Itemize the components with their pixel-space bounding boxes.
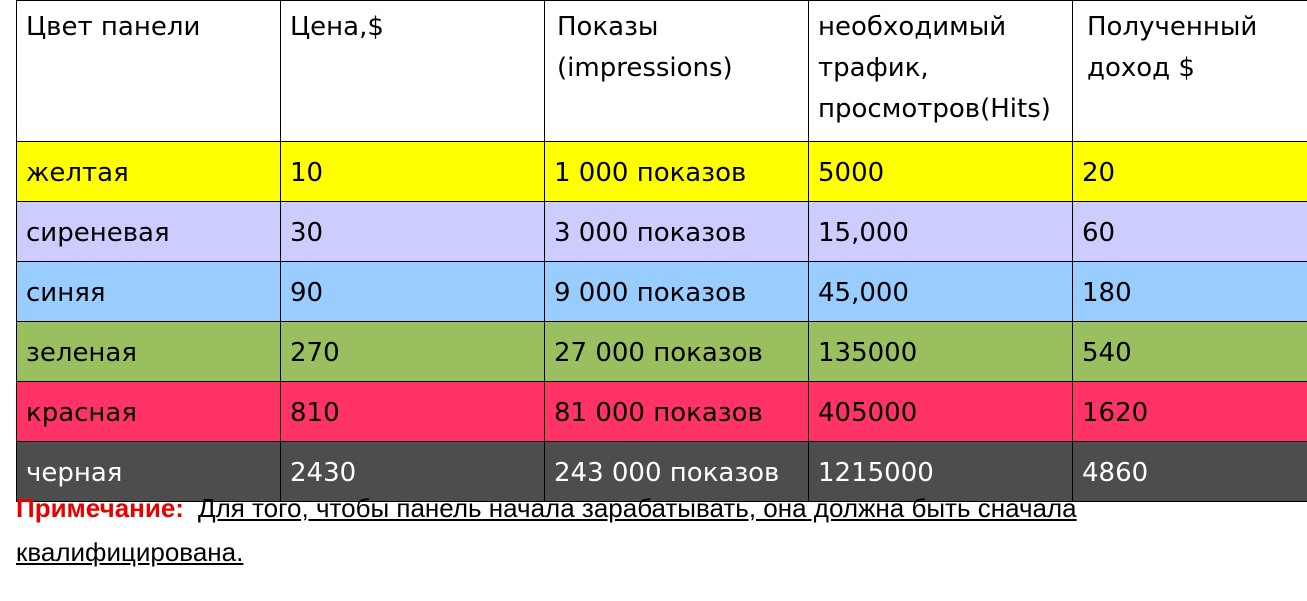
header-impressions: Показы (impressions): [544, 0, 809, 142]
header-required-traffic: необходимый трафик, просмотров(Hits): [808, 0, 1073, 142]
cell-income: 20: [1072, 141, 1307, 202]
cell-price: 10: [280, 141, 545, 202]
cell-panel-color: черная: [16, 441, 281, 502]
cell-price: 2430: [280, 441, 545, 502]
cell-income: 60: [1072, 201, 1307, 262]
table-row: красная 810 81 000 показов 405000 1620: [16, 381, 1307, 442]
cell-required-traffic: 15,000: [808, 201, 1073, 262]
cell-impressions: 1 000 показов: [544, 141, 809, 202]
header-panel-color: Цвет панели: [16, 0, 281, 142]
cell-panel-color: сиреневая: [16, 201, 281, 262]
note: Примечание: Для того, чтобы панель начала…: [16, 486, 1286, 574]
cell-income: 1620: [1072, 381, 1307, 442]
cell-panel-color: синяя: [16, 261, 281, 322]
cell-required-traffic: 5000: [808, 141, 1073, 202]
cell-panel-color: зеленая: [16, 321, 281, 382]
cell-required-traffic: 1215000: [808, 441, 1073, 502]
table-row: черная 2430 243 000 показов 1215000 4860: [16, 441, 1307, 502]
cell-price: 90: [280, 261, 545, 322]
table-row: желтая 10 1 000 показов 5000 20: [16, 141, 1307, 202]
cell-impressions: 27 000 показов: [544, 321, 809, 382]
table-row: синяя 90 9 000 показов 45,000 180: [16, 261, 1307, 322]
cell-price: 30: [280, 201, 545, 262]
header-income: Полученный доход $: [1072, 0, 1307, 142]
cell-impressions: 81 000 показов: [544, 381, 809, 442]
cell-impressions: 9 000 показов: [544, 261, 809, 322]
cell-income: 180: [1072, 261, 1307, 322]
table-row: сиреневая 30 3 000 показов 15,000 60: [16, 201, 1307, 262]
cell-price: 270: [280, 321, 545, 382]
table-row: зеленая 270 27 000 показов 135000 540: [16, 321, 1307, 382]
note-text: Для того, чтобы панель начала зарабатыва…: [16, 493, 1077, 567]
cell-impressions: 3 000 показов: [544, 201, 809, 262]
cell-panel-color: желтая: [16, 141, 281, 202]
table-header-row: Цвет панели Цена,$ Показы (impressions) …: [16, 0, 1307, 142]
cell-income: 540: [1072, 321, 1307, 382]
cell-impressions: 243 000 показов: [544, 441, 809, 502]
cell-price: 810: [280, 381, 545, 442]
note-label: Примечание:: [16, 493, 184, 523]
cell-required-traffic: 135000: [808, 321, 1073, 382]
cell-required-traffic: 405000: [808, 381, 1073, 442]
header-price: Цена,$: [280, 0, 545, 142]
table-body: Цвет панели Цена,$ Показы (impressions) …: [16, 0, 1307, 502]
cell-required-traffic: 45,000: [808, 261, 1073, 322]
panel-pricing-table: Цвет панели Цена,$ Показы (impressions) …: [16, 0, 1307, 502]
cell-income: 4860: [1072, 441, 1307, 502]
cell-panel-color: красная: [16, 381, 281, 442]
